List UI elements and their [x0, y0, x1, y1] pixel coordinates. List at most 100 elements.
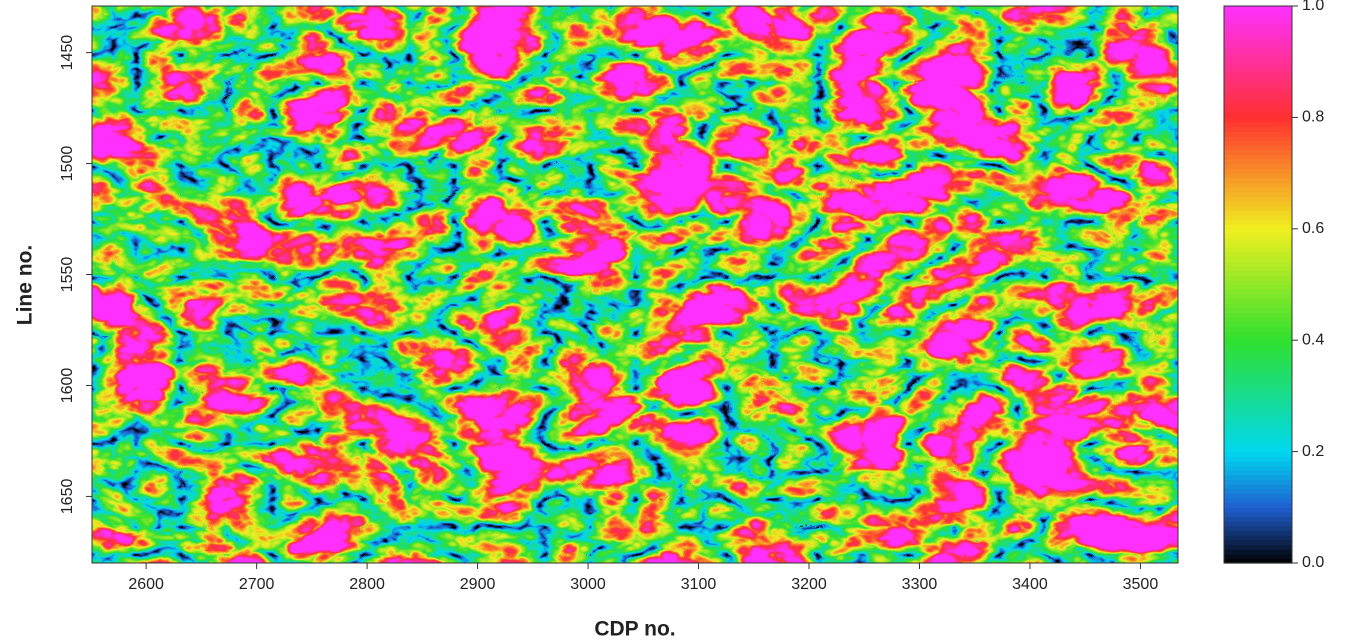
colorbar-tick-label: 0.0: [1302, 554, 1324, 571]
colorbar-segment: [1224, 349, 1292, 355]
colorbar-segment: [1224, 57, 1292, 63]
colorbar-segment: [1224, 43, 1292, 49]
colorbar-segment: [1224, 344, 1292, 351]
x-tick-label: 2900: [460, 576, 496, 593]
colorbar-segment: [1224, 363, 1292, 369]
colorbar-segment: [1224, 372, 1292, 378]
colorbar-segment: [1224, 275, 1292, 281]
colorbar-tick-label: 0.4: [1302, 331, 1324, 348]
colorbar-segment: [1224, 511, 1292, 518]
colorbar-segment: [1224, 502, 1292, 508]
x-tick-label: 3500: [1123, 576, 1159, 593]
colorbar-segment: [1224, 516, 1292, 522]
colorbar-segment: [1224, 498, 1292, 504]
colorbar-tick-label: 1.0: [1302, 0, 1324, 14]
colorbar-segment: [1224, 52, 1292, 58]
y-tick-label: 1650: [59, 479, 76, 515]
colorbar-segment: [1224, 252, 1292, 258]
colorbar-segment: [1224, 98, 1292, 105]
colorbar-segment: [1224, 321, 1292, 327]
colorbar-segment: [1224, 265, 1292, 272]
y-tick-label: 1600: [59, 368, 76, 404]
colorbar-segment: [1224, 112, 1292, 118]
colorbar-segment: [1224, 507, 1292, 513]
colorbar-segment: [1224, 293, 1292, 300]
colorbar-segment: [1224, 525, 1292, 532]
colorbar-segment: [1224, 340, 1292, 346]
colorbar-segment: [1224, 47, 1292, 54]
colorbar-segment: [1224, 247, 1292, 253]
y-axis-label: Line no.: [14, 245, 37, 326]
x-tick-label: 3400: [1012, 576, 1048, 593]
colorbar-segment: [1224, 400, 1292, 406]
colorbar-segment: [1224, 354, 1292, 360]
colorbar-segment: [1224, 200, 1292, 207]
colorbar-segment: [1224, 409, 1292, 416]
colorbar-segment: [1224, 279, 1292, 286]
colorbar-segment: [1224, 465, 1292, 471]
colorbar-segment: [1224, 437, 1292, 443]
colorbar-segment: [1224, 173, 1292, 179]
colorbar-segment: [1224, 145, 1292, 151]
colorbar-segment: [1224, 395, 1292, 402]
x-axis-label: CDP no.: [594, 618, 675, 641]
colorbar-segment: [1224, 168, 1292, 174]
colorbar-segment: [1224, 163, 1292, 170]
colorbar-segment: [1224, 33, 1292, 40]
colorbar-segment: [1224, 549, 1292, 555]
colorbar-segment: [1224, 38, 1292, 44]
colorbar-segment: [1224, 488, 1292, 494]
colorbar-segment: [1224, 428, 1292, 434]
x-tick-label: 2700: [239, 576, 275, 593]
colorbar-segment: [1224, 451, 1292, 457]
colorbar-segment: [1224, 75, 1292, 81]
colorbar-segment: [1224, 484, 1292, 490]
x-tick-label: 3300: [902, 576, 938, 593]
x-tick-label: 2800: [349, 576, 385, 593]
colorbar-segment: [1224, 256, 1292, 262]
colorbar-segment: [1224, 238, 1292, 244]
plot-frame: [91, 5, 1179, 564]
colorbar-segment: [1224, 446, 1292, 453]
colorbar-segment: [1224, 460, 1292, 467]
colorbar-segment: [1224, 10, 1292, 16]
colorbar-segment: [1224, 456, 1292, 462]
colorbar-segment: [1224, 261, 1292, 267]
colorbar-segment: [1224, 335, 1292, 341]
colorbar-segment: [1224, 307, 1292, 313]
colorbar-segment: [1224, 270, 1292, 276]
colorbar-segment: [1224, 94, 1292, 100]
colorbar-tick-label: 0.8: [1302, 109, 1324, 126]
y-tick-label: 1450: [59, 35, 76, 71]
heatmap-texture: [92, 6, 1178, 563]
colorbar-tick-label: 0.6: [1302, 220, 1324, 237]
colorbar-segment: [1224, 177, 1292, 183]
colorbar-segment: [1224, 159, 1292, 165]
colorbar-segment: [1224, 126, 1292, 132]
colorbar-segment: [1224, 219, 1292, 225]
colorbar-segment: [1224, 24, 1292, 30]
colorbar-segment: [1224, 386, 1292, 392]
colorbar-segment: [1224, 544, 1292, 550]
colorbar-segment: [1224, 539, 1292, 546]
colorbar-segment: [1224, 419, 1292, 425]
colorbar-segment: [1224, 196, 1292, 202]
colorbar-segment: [1224, 405, 1292, 411]
colorbar-segment: [1224, 368, 1292, 374]
colorbar-segment: [1224, 303, 1292, 309]
colorbar-segment: [1224, 135, 1292, 142]
colorbar-segment: [1224, 326, 1292, 332]
x-tick-label: 3200: [791, 576, 827, 593]
x-tick-label: 3000: [570, 576, 606, 593]
colorbar-segment: [1224, 242, 1292, 248]
colorbar-segment: [1224, 316, 1292, 323]
colorbar-segment: [1224, 205, 1292, 211]
colorbar-segment: [1224, 377, 1292, 383]
colorbar-segment: [1224, 358, 1292, 365]
colorbar-segment: [1224, 89, 1292, 95]
colorbar-frame: [1223, 5, 1293, 564]
colorbar-segment: [1224, 414, 1292, 420]
colorbar-segment: [1224, 381, 1292, 388]
colorbar-segment: [1224, 479, 1292, 485]
colorbar-segment: [1224, 108, 1292, 114]
